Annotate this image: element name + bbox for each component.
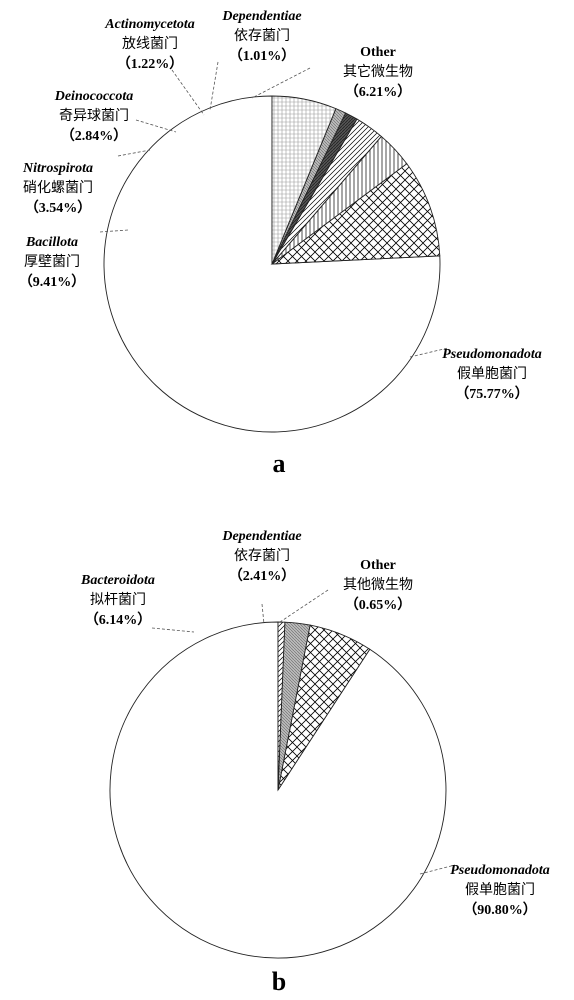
leader-line-a-4	[171, 69, 205, 116]
leader-lines-b	[151, 589, 456, 875]
slice-label-label-a-6: （6.21%）	[345, 84, 412, 100]
slice-label-cn-b-2: 依存菌门	[234, 548, 290, 564]
slice-label-label-b-1: （6.14%）	[85, 612, 152, 628]
slice-label-latin-a-6: Other	[360, 45, 396, 60]
slice-label-latin-b-3: Other	[360, 558, 396, 573]
leader-line-a-0	[409, 347, 449, 358]
slice-label-cn-a-3: 奇异球菌门	[59, 107, 129, 124]
panel-label-a: a	[273, 449, 286, 478]
slice-label-latin-a-4: Actinomycetota	[104, 17, 194, 32]
slice-label-latin-a-1: Bacillota	[25, 235, 78, 250]
leader-lines-a	[99, 61, 449, 358]
slice-label-label-b-3: （0.65%）	[345, 597, 412, 613]
slice-label-cn-a-0: 假单胞菌门	[457, 366, 527, 382]
slice-label-cn-a-5: 依存菌门	[234, 28, 290, 44]
slice-label-latin-b-0: Pseudomonadota	[450, 863, 550, 878]
slice-label-latin-a-0: Pseudomonadota	[442, 347, 542, 362]
slice-label-cn-a-2: 硝化螺菌门	[23, 180, 93, 196]
leader-line-b-3	[279, 589, 329, 623]
slice-label-cn-b-0: 假单胞菌门	[465, 882, 535, 898]
pie-chart-b: Pseudomonadota 假单胞菌门 （90.80%） Bacteroidota 拟…	[80, 529, 550, 996]
pie-slices-a	[103, 95, 441, 433]
slice-label-latin-a-3: Deinococcota	[54, 89, 134, 104]
slice-label-cn-a-1: 厚壁菌门	[24, 254, 80, 270]
slice-label-latin-a-2: Nitrospirota	[22, 161, 93, 176]
slice-label-latin-b-1: Bacteroidota	[80, 573, 155, 588]
slice-label-label-a-3: （2.84%）	[61, 128, 128, 144]
pie-slice-a-1	[270, 163, 441, 265]
leader-line-a-6	[251, 67, 311, 99]
slice-label-latin-b-2: Dependentiae	[221, 529, 301, 544]
panel-label-b: b	[272, 967, 286, 996]
leader-line-b-1	[151, 627, 195, 633]
slice-label-label-b-0: （90.80%）	[463, 902, 537, 918]
leader-line-b-2	[261, 603, 265, 625]
leader-line-b-0	[419, 864, 456, 875]
slice-label-label-a-1: （9.41%）	[19, 274, 86, 290]
pie-slice-a-6	[271, 95, 337, 265]
slice-label-label-a-5: （1.01%）	[229, 48, 296, 64]
slice-label-cn-b-3: 其他微生物	[343, 577, 413, 593]
slice-label-cn-a-6: 其它微生物	[343, 63, 413, 80]
leader-line-a-2	[117, 149, 151, 157]
leader-line-a-5	[209, 61, 219, 111]
pie-slice-b-3	[277, 621, 286, 791]
pie-chart-a: Pseudomonadota 假单胞菌门 （75.77%） Bacillota 厚壁菌门…	[19, 9, 542, 478]
slice-labels-b: Pseudomonadota 假单胞菌门 （90.80%） Bacteroidota 拟…	[80, 529, 550, 918]
pie-slices-b	[109, 621, 447, 959]
slice-label-cn-a-4: 放线菌门	[122, 36, 178, 52]
slice-label-label-a-0: （75.77%）	[455, 386, 529, 402]
leader-line-a-3	[135, 119, 177, 133]
slice-label-label-a-2: （3.54%）	[25, 200, 92, 216]
slice-labels-a: Pseudomonadota 假单胞菌门 （75.77%） Bacillota 厚壁菌门…	[19, 9, 542, 402]
slice-label-label-a-4: （1.22%）	[117, 56, 184, 72]
slice-label-cn-b-1: 拟杆菌门	[90, 592, 146, 608]
slice-label-label-b-2: （2.41%）	[229, 568, 296, 584]
slice-label-latin-a-5: Dependentiae	[221, 9, 301, 24]
